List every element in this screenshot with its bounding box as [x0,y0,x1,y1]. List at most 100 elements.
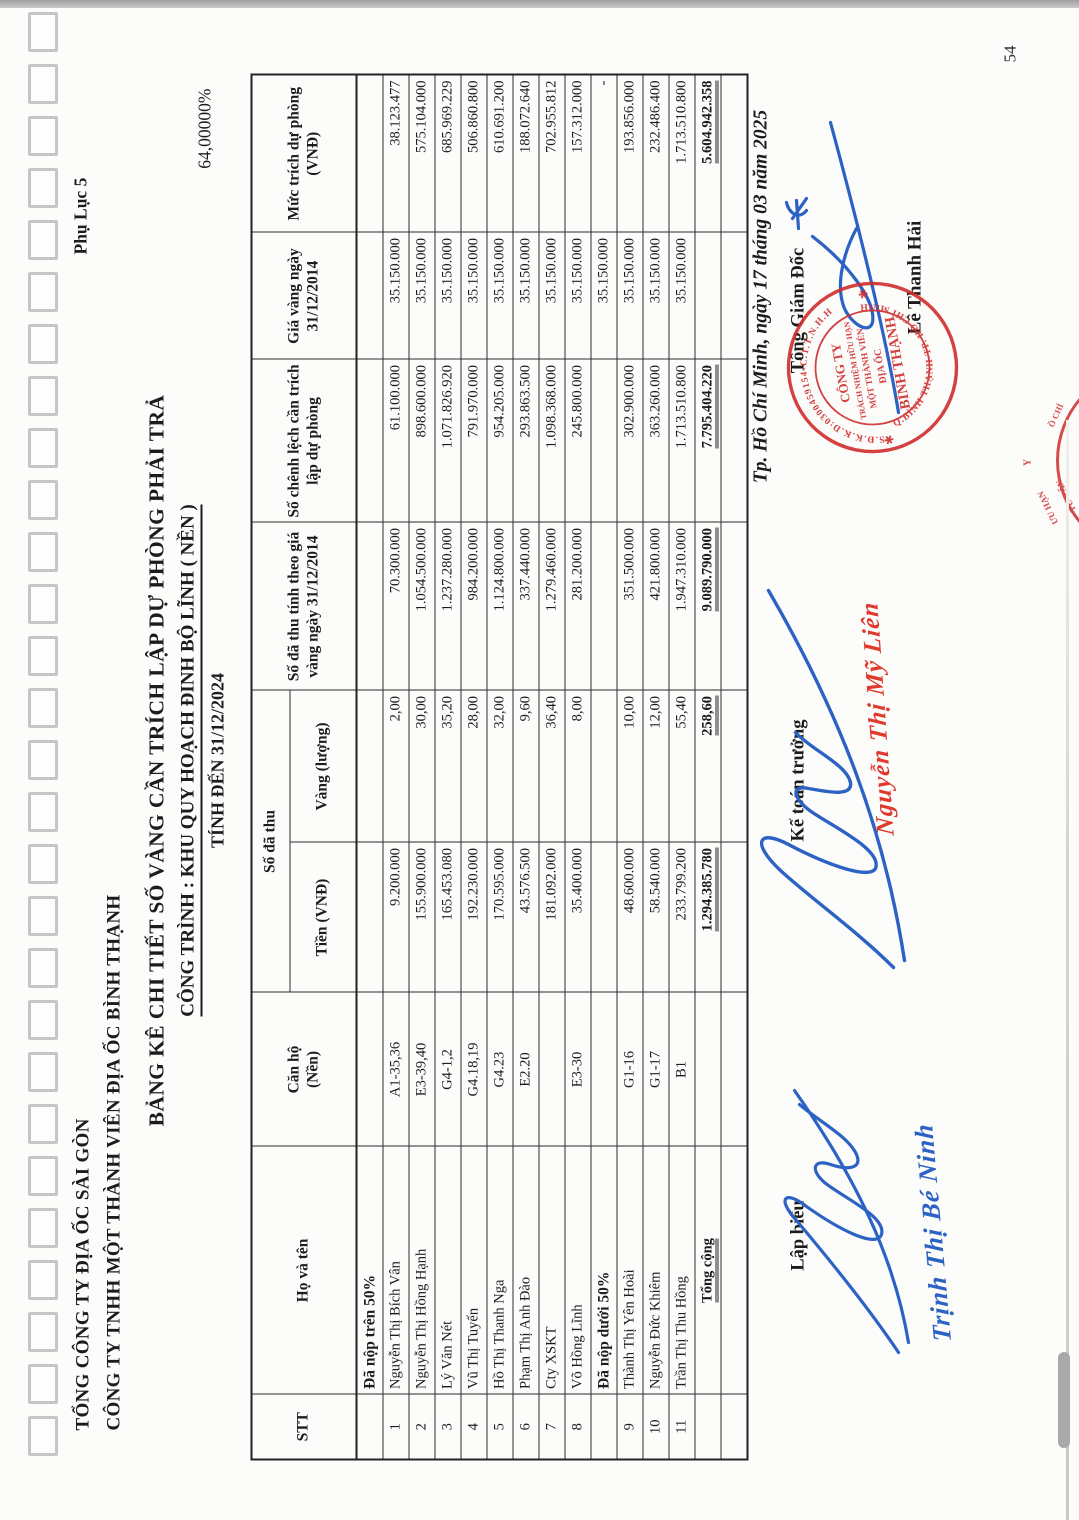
cell-name: Thành Thị Yên Hoài [616,1146,643,1394]
punch-hole [28,1156,58,1196]
cell-stt: 7 [538,1394,565,1459]
cell-thu: 1.237.280.000 [434,522,461,690]
punch-hole [28,428,58,468]
role-general-director: Tổng Giám Đốc [788,247,808,373]
cell-vang [356,690,383,842]
page-edge-shadow [1066,420,1069,1520]
cell-gia: 35.150.000 [512,232,539,359]
table-row: 4 Vũ Thị Tuyến G4.18,19 192.230.000 28,00 984… [460,74,487,1459]
cell-vang: 55,40 [668,690,695,842]
company-name-parent: TỔNG CÔNG TY ĐỊA ỐC SÀI GÒN [72,1117,93,1430]
cell-chenh: 1.098.368.000 [538,359,565,522]
punch-hole [28,1000,58,1040]
col-header-gia-vang: Giá vàng ngày 31/12/2014 [251,232,356,359]
cell-can: G4-1,2 [434,992,461,1146]
place-date-line: Tp. Hồ Chí Minh, ngày 17 tháng 03 năm 20… [750,109,771,483]
cell-tien: 170.595.000 [486,842,513,992]
page-number: 54 [1000,45,1019,62]
cell-chenh: 363.260.000 [642,359,669,522]
punch-hole [28,1416,58,1456]
punch-hole [28,168,58,208]
cell-thu: 337.440.000 [512,522,539,690]
punch-hole [28,948,58,988]
col-header-vang: Vàng (lượng) [289,690,356,842]
cell-thu [356,522,383,690]
cell-gia: 35.150.000 [486,232,513,359]
cell-muc [356,74,383,232]
cell-chenh: 302.900.000 [616,359,643,522]
cell-can [694,992,721,1146]
punch-hole [28,1104,58,1144]
cell-thu: 70.300.000 [382,522,409,690]
cell-gia: 35.150.000 [642,232,669,359]
cell-name: Vũ Thị Tuyến [460,1146,487,1394]
table-row: 1 Nguyễn Thị Bích Vân A1-35,36 9.200.000 2,0… [382,74,409,1459]
cell-gia: 35.150.000 [590,232,617,359]
table-row: 7 Cty XSKT 181.092.000 36,40 1.279.460.000 1.… [538,74,565,1459]
cell-name: Đã nộp trên 50% [356,1146,383,1394]
cell-muc: 685.969.229 [434,74,461,232]
cell-name: Trần Thị Thu Hồng [668,1146,695,1394]
col-header-stt: STT [251,1394,356,1459]
punch-hole [28,1052,58,1092]
table-row: 3 Lý Văn Nét G4-1,2 165.453.080 35,20 1.237.2… [434,74,461,1459]
cell-stt: 10 [642,1394,669,1459]
cell-stt [720,1394,747,1459]
cell-stt [590,1394,617,1459]
cell-stt: 5 [486,1394,513,1459]
provision-table-wrap: STT Họ và tên Căn hộ (Nền) Số đã thu Số … [250,73,748,1460]
cell-thu: 421.800.000 [642,522,669,690]
punch-hole [28,1260,58,1300]
cell-muc: 575.104.000 [408,74,435,232]
cell-tien [720,842,747,992]
subtitle-underline: CÔNG TRÌNH : KHU QUY HOẠCH ĐINH BỘ LĨNH … [177,503,202,1017]
cell-stt: 9 [616,1394,643,1459]
cell-tien: 35.400.000 [564,842,591,992]
cell-gia [720,232,747,359]
provision-percent: 64,00000% [194,88,214,169]
stamp-line-2: TRÁCH NHIỆM HỮU HẠN [841,320,868,419]
cell-vang: 35,20 [434,690,461,842]
scrollbar-thumb[interactable] [1058,1352,1070,1448]
stamp-star-left-icon: ✱ [881,433,897,445]
page-title: BẢNG KÊ CHI TIẾT SỐ VÀNG CẦN TRÍCH LẬP D… [144,394,168,1126]
cell-tien: 155.900.000 [408,842,435,992]
edge-stamp-frag-1: Y [1022,458,1033,466]
cell-can: E2.20 [512,992,539,1146]
table-row: 5 Hồ Thị Thanh Nga G4.23 170.595.000 32,00 1.… [486,74,513,1459]
cell-stt [694,1394,721,1459]
chief-accountant-signature-name: Nguyễn Thị Mỹ Liên [855,600,900,836]
cell-stt: 11 [668,1394,695,1459]
table-row: 11 Trần Thị Thu Hồng B1 233.799.200 55,40 1.9… [668,74,695,1459]
cell-chenh: 954.205.000 [486,359,513,522]
can-ho-line2: (Nền) [303,1050,321,1088]
cell-vang: 9,60 [512,690,539,842]
cell-chenh: 1.071.826.920 [434,359,461,522]
punch-hole [28,1312,58,1352]
punch-hole [28,480,58,520]
cell-tien: 181.092.000 [538,842,565,992]
cell-chenh: 898.600.000 [408,359,435,522]
cell-thu [720,522,747,690]
punch-hole [28,584,58,624]
general-director-name: Lê Thanh Hải [904,220,925,334]
cell-muc: 5.604.942.358 [694,74,721,232]
group-header-row: Đã nộp trên 50% [356,74,383,1459]
cell-chenh: 1.713.510.800 [668,359,695,522]
cell-gia: 35.150.000 [668,232,695,359]
appendix-label: Phụ Lục 5 [70,177,90,254]
cell-thu: 1.054.500.000 [408,522,435,690]
cell-chenh [590,359,617,522]
punch-hole [28,740,58,780]
cell-name: Phạm Thị Anh Đào [512,1146,539,1394]
cell-stt: 4 [460,1394,487,1459]
cell-gia: 35.150.000 [616,232,643,359]
cell-gia: 35.150.000 [564,232,591,359]
cell-name: Tổng cộng [694,1146,721,1394]
cell-name: Hồ Thị Thanh Nga [486,1146,513,1394]
cell-gia: 35.150.000 [408,232,435,359]
provision-table: STT Họ và tên Căn hộ (Nền) Số đã thu Số … [250,73,748,1460]
cell-muc [720,74,747,232]
table-row: 2 Nguyễn Thị Hồng Hạnh E3-39,40 155.900.000… [408,74,435,1459]
